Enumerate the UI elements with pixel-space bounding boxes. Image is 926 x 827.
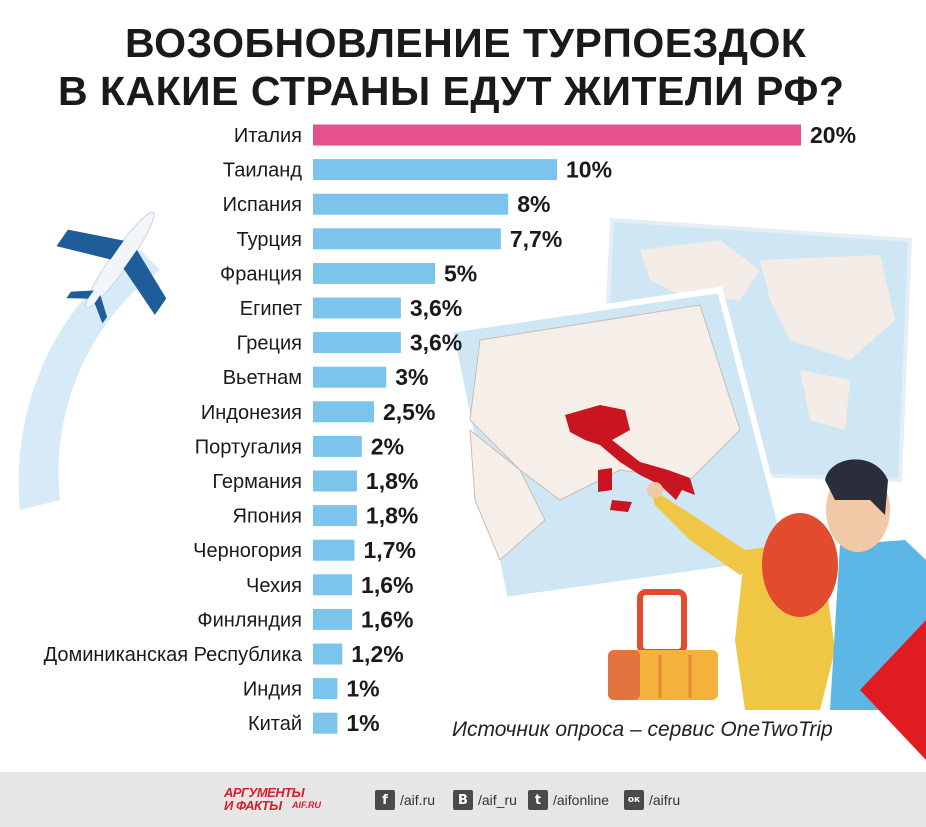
value-label: 2% [371,433,404,459]
category-label: Италия [234,125,302,147]
bar-chart: Италия 20% Таиланд 10% Испания 8% Турция 7,7% Фр… [44,122,856,736]
bar [313,539,355,561]
bar [313,332,401,354]
corner-accent [860,620,926,760]
travel-illustration [18,211,926,760]
social-label: /aif_ru [478,792,517,808]
value-label: 10% [566,157,612,183]
value-label: 1% [346,676,379,702]
bar [313,228,501,250]
category-label: Португалия [195,436,302,458]
value-label: 5% [444,260,477,286]
plane-trail [18,250,161,510]
social-vk[interactable]: В /aif_ru [453,790,517,810]
bar [313,366,387,388]
category-label: Чехия [246,575,302,597]
value-label: 7,7% [510,226,562,252]
footer-bar: АРГУМЕНТЫ И ФАКТЫ AIF.RU f /aif.ru В /aif… [0,772,926,827]
title-line-2: В КАКИЕ СТРАНЫ ЕДУТ ЖИТЕЛИ РФ? [58,68,845,114]
category-label: Китай [248,713,302,735]
value-label: 3% [395,364,428,390]
bar [313,124,801,146]
bar [313,505,357,527]
value-label: 8% [517,191,550,217]
vk-icon: В [453,790,473,810]
category-label: Франция [220,263,302,285]
social-facebook[interactable]: f /aif.ru [375,790,435,810]
category-label: Вьетнам [223,367,302,389]
category-label: Германия [212,471,302,493]
value-label: 2,5% [383,399,435,425]
suitcase-icon [608,589,718,700]
bar [313,574,353,596]
category-label: Египет [240,298,302,320]
social-odnoklassniki[interactable]: ок /aifru [624,790,680,810]
value-label: 1,8% [366,503,418,529]
social-label: /aif.ru [400,792,436,808]
value-label: 1,8% [366,468,418,494]
category-label: Индия [243,679,302,701]
bar [313,435,362,457]
logo-site: AIF.RU [292,800,321,810]
category-label: Испания [223,194,302,216]
bar [313,262,435,284]
bar [313,608,353,630]
plane-icon [56,211,167,324]
logo-text: АРГУМЕНТЫ И ФАКТЫ [224,785,305,813]
twitter-icon: t [528,790,548,810]
value-label: 1,7% [363,537,415,563]
bar [313,712,338,734]
italy-highlight [565,405,695,500]
category-label: Таиланд [223,160,302,182]
value-label: 3,6% [410,330,462,356]
social-label: /aifru [649,792,681,808]
category-label: Япония [233,506,302,528]
social-label: /aifonline [553,792,610,808]
bar [313,678,338,700]
value-label: 1,2% [351,641,403,667]
bar [313,401,374,423]
odnoklassniki-icon: ок [624,790,644,810]
social-twitter[interactable]: t /aifonline [528,790,609,810]
category-label: Черногория [193,540,302,562]
facebook-icon: f [375,790,395,810]
source-note: Источник опроса – сервис OneTwoTrip [452,718,833,741]
bar [313,193,509,215]
bar [313,470,357,492]
bar [313,159,557,181]
value-label: 1% [346,710,379,736]
europe-map [446,286,794,604]
category-label: Греция [237,333,302,355]
title-line-1: ВОЗОБНОВЛЕНИЕ ТУРПОЕЗДОК [125,20,807,66]
category-label: Финляндия [197,609,302,631]
value-label: 3,6% [410,295,462,321]
man-figure [825,459,926,710]
bar [313,643,343,665]
woman-figure [647,482,838,710]
category-label: Индонезия [201,402,302,424]
value-label: 1,6% [361,606,413,632]
bar [313,297,401,319]
category-label: Доминиканская Республика [44,644,303,666]
value-label: 1,6% [361,572,413,598]
aif-logo: АРГУМЕНТЫ И ФАКТЫ AIF.RU [224,786,334,814]
value-label: 20% [810,122,856,148]
category-label: Турция [237,229,302,251]
chart-title: ВОЗОБНОВЛЕНИЕ ТУРПОЕЗДОК В КАКИЕ СТРАНЫ … [0,10,926,120]
